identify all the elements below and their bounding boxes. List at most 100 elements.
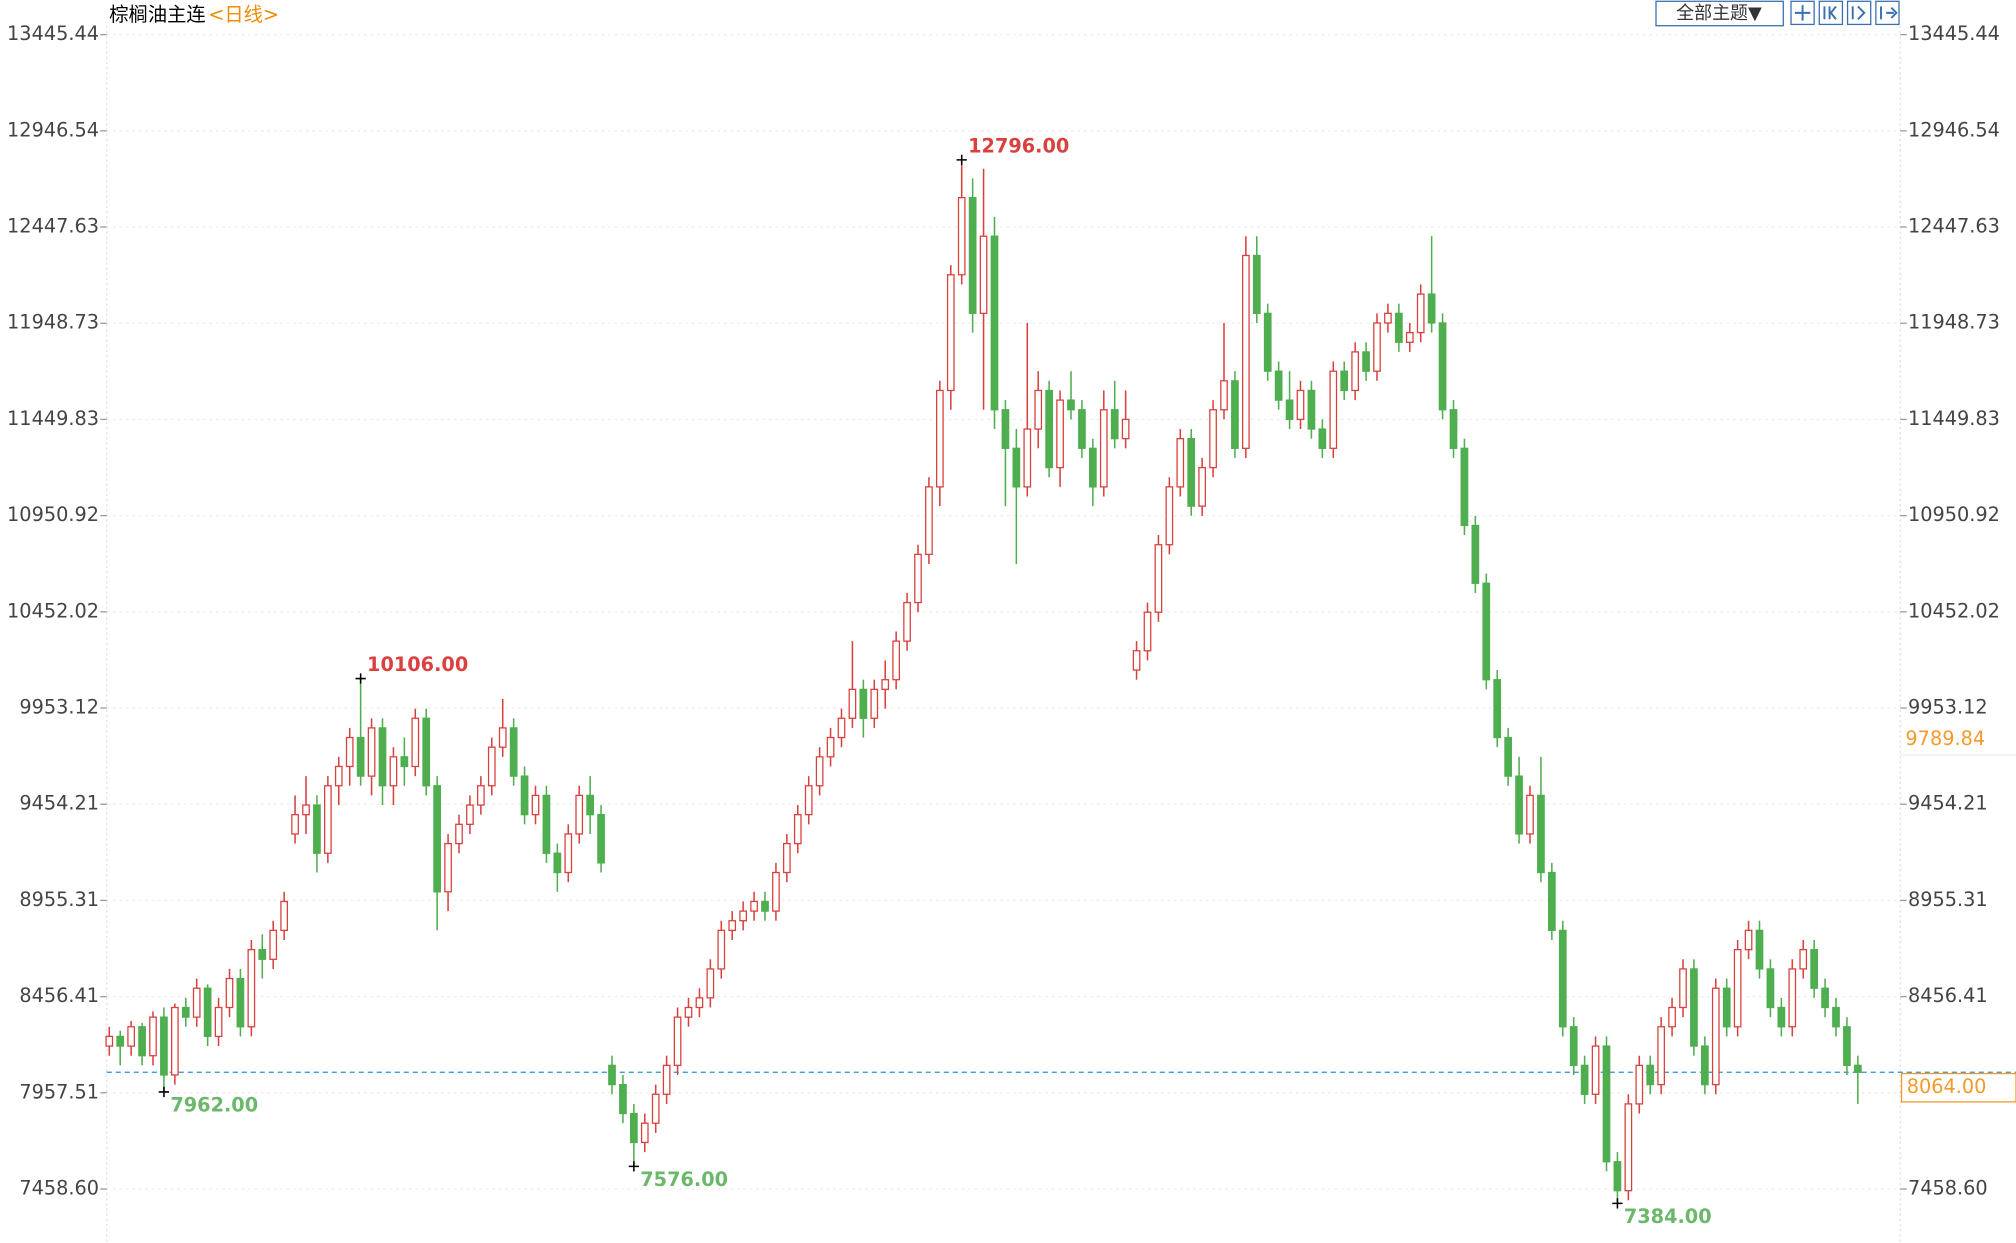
- candle-body: [1799, 949, 1808, 970]
- candle-body: [1416, 293, 1425, 334]
- candle-body: [1722, 987, 1731, 1028]
- candle-body: [553, 852, 562, 874]
- toolbar: 全部主题▼: [1655, 0, 1900, 27]
- y-tick-label-right: 9953.12: [1908, 696, 1988, 719]
- candle-body: [1351, 351, 1360, 392]
- y-tick-label: 7458.60: [19, 1177, 99, 1200]
- candle-body: [750, 900, 758, 912]
- candle-body: [269, 929, 278, 960]
- candle-body: [378, 727, 387, 787]
- candle-body: [1744, 929, 1753, 951]
- y-tick-label-right: 10950.92: [1908, 503, 2000, 526]
- candle-body: [1548, 871, 1556, 932]
- candle-body: [1493, 679, 1502, 739]
- candle-body: [881, 679, 890, 690]
- candle-body: [793, 814, 802, 845]
- icon-next[interactable]: [1846, 0, 1872, 26]
- y-tick-label-right: 12946.54: [1908, 118, 2000, 141]
- y-tick-label-right: 10452.02: [1908, 599, 2000, 622]
- candle-body: [772, 871, 780, 912]
- y-tick-label: 13445.44: [7, 22, 99, 45]
- extreme-marker: [355, 673, 366, 684]
- candle-body: [1526, 794, 1534, 835]
- candle-body: [280, 900, 288, 932]
- candle-body: [1187, 438, 1196, 507]
- y-tick-label-right: 8955.31: [1908, 888, 1988, 911]
- candle-body: [630, 1112, 638, 1144]
- candle-body: [1613, 1161, 1622, 1192]
- candle-body: [695, 997, 704, 1009]
- candle-body: [444, 842, 452, 893]
- icon-next-glyph: [1851, 5, 1866, 20]
- candle-body: [1296, 389, 1305, 421]
- candle-body: [728, 920, 737, 932]
- candle-body: [1220, 380, 1228, 411]
- candle-body: [345, 736, 354, 768]
- candle-body: [1307, 389, 1316, 430]
- y-tick-label: 8456.41: [19, 984, 99, 1007]
- candle-body: [892, 640, 901, 681]
- candle-body: [1110, 409, 1119, 440]
- y-tick-label-right: 12447.63: [1908, 215, 2000, 238]
- y-tick-label-right: 7458.60: [1908, 1177, 1988, 1200]
- y-tick-label: 11449.83: [7, 407, 99, 430]
- candle-body: [1078, 409, 1086, 449]
- candle-body: [127, 1026, 135, 1047]
- candle-body: [1832, 1006, 1840, 1028]
- candle-body: [138, 1026, 146, 1057]
- candle-body: [706, 968, 715, 999]
- candle-body: [334, 765, 343, 787]
- candle-body: [1854, 1064, 1862, 1073]
- y-tick-label: 7957.51: [19, 1080, 99, 1103]
- chart-title: 棕榈油主连: [109, 3, 205, 26]
- candle-body: [291, 814, 299, 835]
- candle-body: [1384, 312, 1392, 324]
- last-price-box: [1900, 1072, 2016, 1103]
- candle-body: [1580, 1064, 1589, 1095]
- candle-body: [1657, 1026, 1666, 1086]
- candle-body: [160, 1016, 168, 1076]
- candle-body: [149, 1016, 157, 1057]
- y-tick-label-right: 11449.83: [1908, 407, 2000, 430]
- candle-body: [192, 987, 201, 1018]
- candle-body: [1373, 322, 1381, 372]
- candle-body: [367, 727, 376, 777]
- candle-body: [1089, 447, 1097, 488]
- candle-body: [564, 833, 573, 874]
- candle-body: [640, 1122, 649, 1144]
- candle-body: [1777, 1006, 1786, 1028]
- candle-body: [1438, 322, 1447, 411]
- candle-body: [837, 717, 846, 739]
- candle-body: [804, 785, 813, 816]
- candle-body: [1460, 447, 1469, 527]
- theme-button-label[interactable]: 全部主题▼: [1676, 3, 1762, 24]
- candle-body: [389, 756, 398, 787]
- candle-body: [302, 804, 310, 816]
- candle-body: [1755, 929, 1764, 970]
- candle-body: [1471, 524, 1480, 584]
- candle-body: [903, 601, 911, 642]
- theme-button[interactable]: [1655, 0, 1784, 27]
- period: <日线>: [208, 3, 279, 26]
- candle-body: [651, 1093, 660, 1124]
- candle-body: [957, 197, 966, 276]
- candle-body: [783, 842, 791, 874]
- candle-body: [1362, 351, 1370, 372]
- candle-body: [1329, 370, 1338, 449]
- candle-body: [586, 794, 595, 816]
- extreme-label: 7384.00: [1624, 1205, 1712, 1228]
- y-tick-label: 10452.02: [7, 599, 99, 622]
- candle-body: [1449, 409, 1458, 449]
- candle-body: [1132, 650, 1141, 671]
- candle-body: [542, 794, 551, 854]
- candle-body: [608, 1064, 616, 1086]
- extreme-marker: [956, 154, 967, 165]
- candle-body: [1056, 399, 1064, 469]
- candle-body: [1242, 254, 1250, 449]
- candle-body: [225, 977, 234, 1009]
- candle-body: [466, 804, 474, 825]
- candle-body: [1405, 331, 1414, 343]
- cursor-price-label: 9789.84: [1905, 727, 1985, 750]
